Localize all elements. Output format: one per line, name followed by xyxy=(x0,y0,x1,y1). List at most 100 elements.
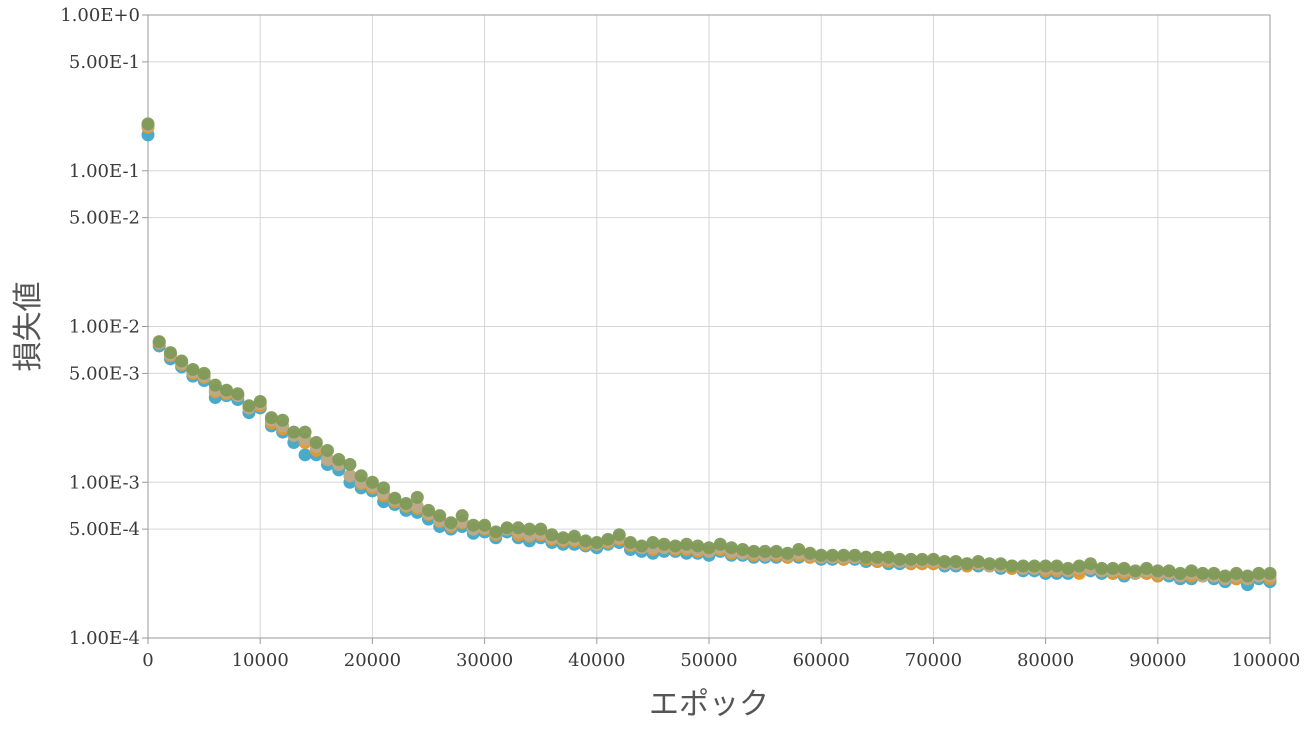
data-point xyxy=(893,552,907,566)
data-point xyxy=(1218,569,1232,583)
data-point xyxy=(175,354,189,368)
data-point xyxy=(971,554,985,568)
data-point xyxy=(657,537,671,551)
data-point xyxy=(926,552,940,566)
data-point xyxy=(197,366,211,380)
data-point xyxy=(1128,564,1142,578)
data-point xyxy=(522,522,536,536)
data-point xyxy=(253,394,267,408)
data-point xyxy=(276,413,290,427)
x-tick-label: 0 xyxy=(142,650,153,671)
data-point xyxy=(410,490,424,504)
data-point xyxy=(915,552,929,566)
data-point xyxy=(792,543,806,557)
data-point xyxy=(478,518,492,532)
data-point xyxy=(1162,564,1176,578)
data-point xyxy=(1072,559,1086,573)
data-point xyxy=(298,448,312,462)
x-tick-label: 100000 xyxy=(1232,650,1301,671)
data-point xyxy=(489,525,503,539)
data-point xyxy=(724,541,738,555)
data-point xyxy=(298,425,312,439)
data-point xyxy=(231,387,245,401)
y-tick-label: 1.00E-4 xyxy=(69,628,140,649)
data-point xyxy=(321,452,335,466)
data-point xyxy=(758,544,772,558)
data-point xyxy=(444,516,458,530)
data-point xyxy=(220,383,234,397)
data-point xyxy=(343,458,357,472)
data-point xyxy=(579,534,593,548)
x-tick-label: 60000 xyxy=(793,650,850,671)
x-axis-title: エポック xyxy=(649,687,769,722)
data-point xyxy=(949,554,963,568)
data-point xyxy=(141,117,155,131)
x-tick-label: 20000 xyxy=(344,650,401,671)
data-point xyxy=(668,539,682,553)
data-point xyxy=(612,528,626,542)
data-point xyxy=(556,531,570,545)
x-tick-label: 50000 xyxy=(680,650,737,671)
data-point xyxy=(837,548,851,562)
data-point xyxy=(1095,561,1109,575)
data-point xyxy=(242,399,256,413)
data-point xyxy=(590,536,604,550)
data-point xyxy=(422,503,435,517)
y-tick-label: 1.00E-1 xyxy=(69,161,140,182)
grid-lines xyxy=(147,14,1271,639)
data-point xyxy=(882,550,896,564)
data-point xyxy=(680,537,694,551)
data-point xyxy=(545,528,559,542)
data-point xyxy=(1173,566,1187,580)
data-point xyxy=(994,557,1008,571)
data-point xyxy=(904,552,918,566)
data-point xyxy=(1117,561,1131,575)
data-point xyxy=(747,544,761,558)
data-point xyxy=(399,497,413,511)
data-point xyxy=(466,518,480,532)
data-point xyxy=(1184,564,1198,578)
series-3 xyxy=(141,117,1277,583)
data-point xyxy=(1083,557,1097,571)
data-point xyxy=(343,469,357,483)
data-point xyxy=(410,499,424,513)
y-tick-label: 1.00E-2 xyxy=(69,317,140,338)
data-point xyxy=(859,550,873,564)
y-tick-label: 1.00E-3 xyxy=(69,472,140,493)
data-point xyxy=(1050,559,1064,573)
data-point xyxy=(511,521,525,535)
data-point xyxy=(1263,566,1277,580)
data-point xyxy=(1196,566,1210,580)
y-tick-label: 5.00E-2 xyxy=(69,208,140,229)
data-point xyxy=(601,532,615,546)
data-point xyxy=(1140,561,1154,575)
data-point xyxy=(646,536,660,550)
data-point xyxy=(186,362,200,376)
data-point xyxy=(1061,561,1075,575)
data-point xyxy=(848,548,862,562)
data-point xyxy=(163,346,177,360)
y-tick-label: 5.00E-1 xyxy=(69,52,140,73)
data-point xyxy=(635,539,649,553)
y-tick-label: 5.00E-3 xyxy=(69,363,140,384)
data-point xyxy=(803,546,817,560)
data-point xyxy=(354,469,368,483)
data-point xyxy=(455,509,469,523)
data-point xyxy=(825,548,839,562)
data-point xyxy=(1252,566,1266,580)
data-point xyxy=(1229,566,1243,580)
data-point xyxy=(264,411,278,425)
data-point xyxy=(1241,569,1255,583)
data-point xyxy=(736,543,750,557)
data-points xyxy=(141,117,1277,592)
data-point xyxy=(1016,559,1030,573)
data-point xyxy=(814,548,828,562)
data-point xyxy=(769,544,783,558)
x-tick-label: 30000 xyxy=(456,650,513,671)
data-point xyxy=(1027,559,1041,573)
data-point xyxy=(1039,559,1053,573)
data-point xyxy=(1106,561,1120,575)
data-point xyxy=(960,557,974,571)
data-point xyxy=(377,481,391,495)
